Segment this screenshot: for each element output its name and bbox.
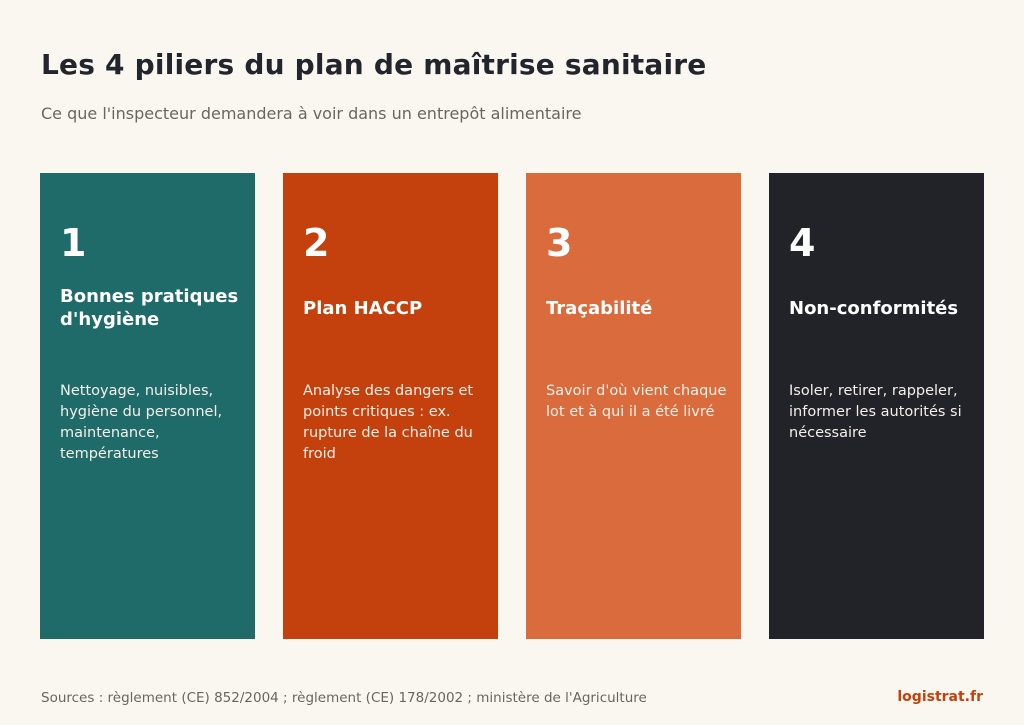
pillar-description: Savoir d'où vient chaque lot et à qui il… (546, 383, 727, 420)
footer-brand-link[interactable]: logistrat.fr (897, 689, 983, 705)
pillar-number: 1 (60, 221, 87, 265)
pillar-number: 4 (789, 221, 816, 265)
pillar-title: Traçabilité (546, 297, 653, 319)
pillar-number: 2 (303, 221, 330, 265)
page-title: Les 4 piliers du plan de maîtrise sanita… (41, 48, 707, 81)
pillar-title: Plan HACCP (303, 297, 423, 319)
page-subtitle: Ce que l'inspecteur demandera à voir dan… (41, 104, 582, 123)
pillar-description: Isoler, retirer, rappeler, informer les … (789, 383, 962, 441)
pillar-description: Analyse des dangers et points critiques … (303, 383, 474, 462)
pillar-card-2: 2 Plan HACCP Analyse des dangers et poin… (283, 173, 498, 639)
pillar-number: 3 (546, 221, 573, 265)
pillar-card-3: 3 Traçabilité Savoir d'où vient chaque l… (526, 173, 741, 639)
pillars-grid: 1 Bonnes pratiques d'hygiène Nettoyage, … (40, 173, 984, 639)
pillar-title: Non-conformités (789, 297, 959, 319)
pillar-description: Nettoyage, nuisibles, hygiène du personn… (60, 383, 223, 462)
pillar-card-1: 1 Bonnes pratiques d'hygiène Nettoyage, … (40, 173, 255, 639)
pillar-card-4: 4 Non-conformités Isoler, retirer, rappe… (769, 173, 984, 639)
footer-sources: Sources : règlement (CE) 852/2004 ; règl… (41, 690, 647, 706)
pillar-title: Bonnes pratiques d'hygiène (60, 286, 239, 330)
